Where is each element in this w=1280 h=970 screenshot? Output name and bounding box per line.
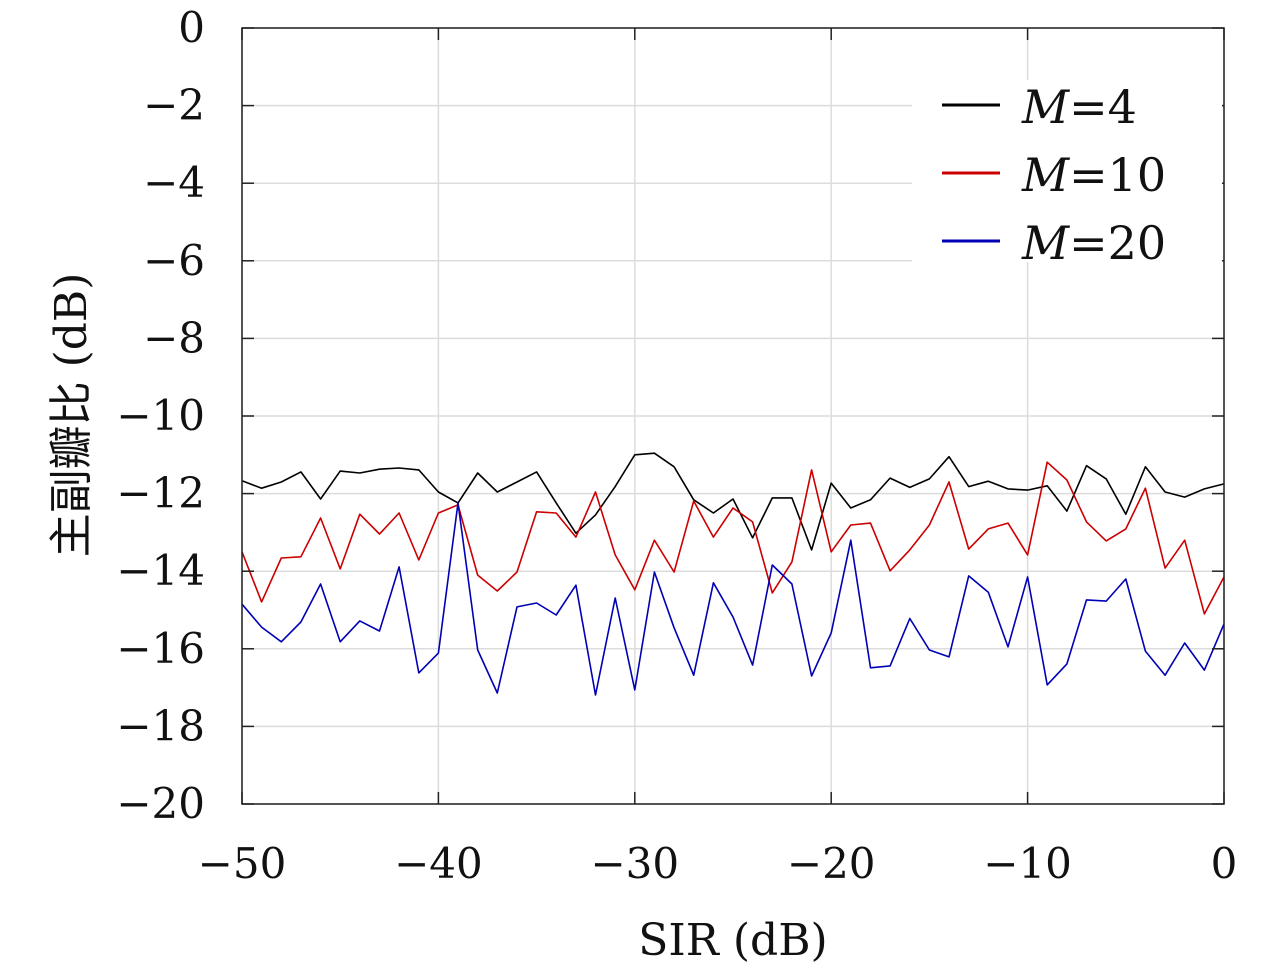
y-axis-title: 主副瓣比 (dB) (46, 273, 97, 558)
series-lines (241, 452, 1225, 696)
legend-label-var: M (1021, 216, 1071, 270)
legend-label: M=4 (1021, 80, 1137, 134)
legend-label-value: =10 (1069, 148, 1166, 202)
y-tick-label: −2 (143, 81, 205, 130)
y-tick-label: −8 (143, 313, 205, 362)
x-tick-label: −40 (394, 839, 483, 888)
series-line-m-20 (241, 502, 1225, 696)
legend: M=4M=10M=20 (912, 80, 1222, 270)
legend-label-var: M (1021, 80, 1071, 134)
y-tick-label: −16 (116, 624, 205, 673)
y-tick-label: −12 (116, 469, 205, 518)
y-tick-label: −20 (116, 779, 205, 828)
y-tick-label: −18 (116, 701, 205, 750)
y-tick-label: −4 (143, 158, 205, 207)
x-tick-label: −50 (198, 839, 287, 888)
x-tick-label: −20 (787, 839, 876, 888)
legend-label: M=20 (1021, 216, 1166, 270)
x-tick-label: 0 (1211, 839, 1238, 888)
ticks: −50 −40 −30 −20 −10 0 0 −2 −4 −6 −8 −10 −12 −14 −16 −18… (116, 3, 1237, 888)
series-line-m-10 (241, 461, 1225, 615)
legend-label-value: =4 (1069, 80, 1137, 134)
legend-label-var: M (1021, 148, 1071, 202)
legend-box (912, 80, 1222, 262)
y-tick-label: −6 (143, 236, 205, 285)
legend-label: M=10 (1021, 148, 1166, 202)
x-tick-label: −30 (590, 839, 679, 888)
x-axis-title: SIR (dB) (638, 915, 827, 966)
y-tick-label: −14 (116, 546, 205, 595)
y-tick-label: −10 (116, 391, 205, 440)
y-tick-label: 0 (178, 3, 205, 52)
x-tick-label: −10 (983, 839, 1072, 888)
legend-label-value: =20 (1069, 216, 1166, 270)
series-line-m-4 (241, 452, 1225, 551)
